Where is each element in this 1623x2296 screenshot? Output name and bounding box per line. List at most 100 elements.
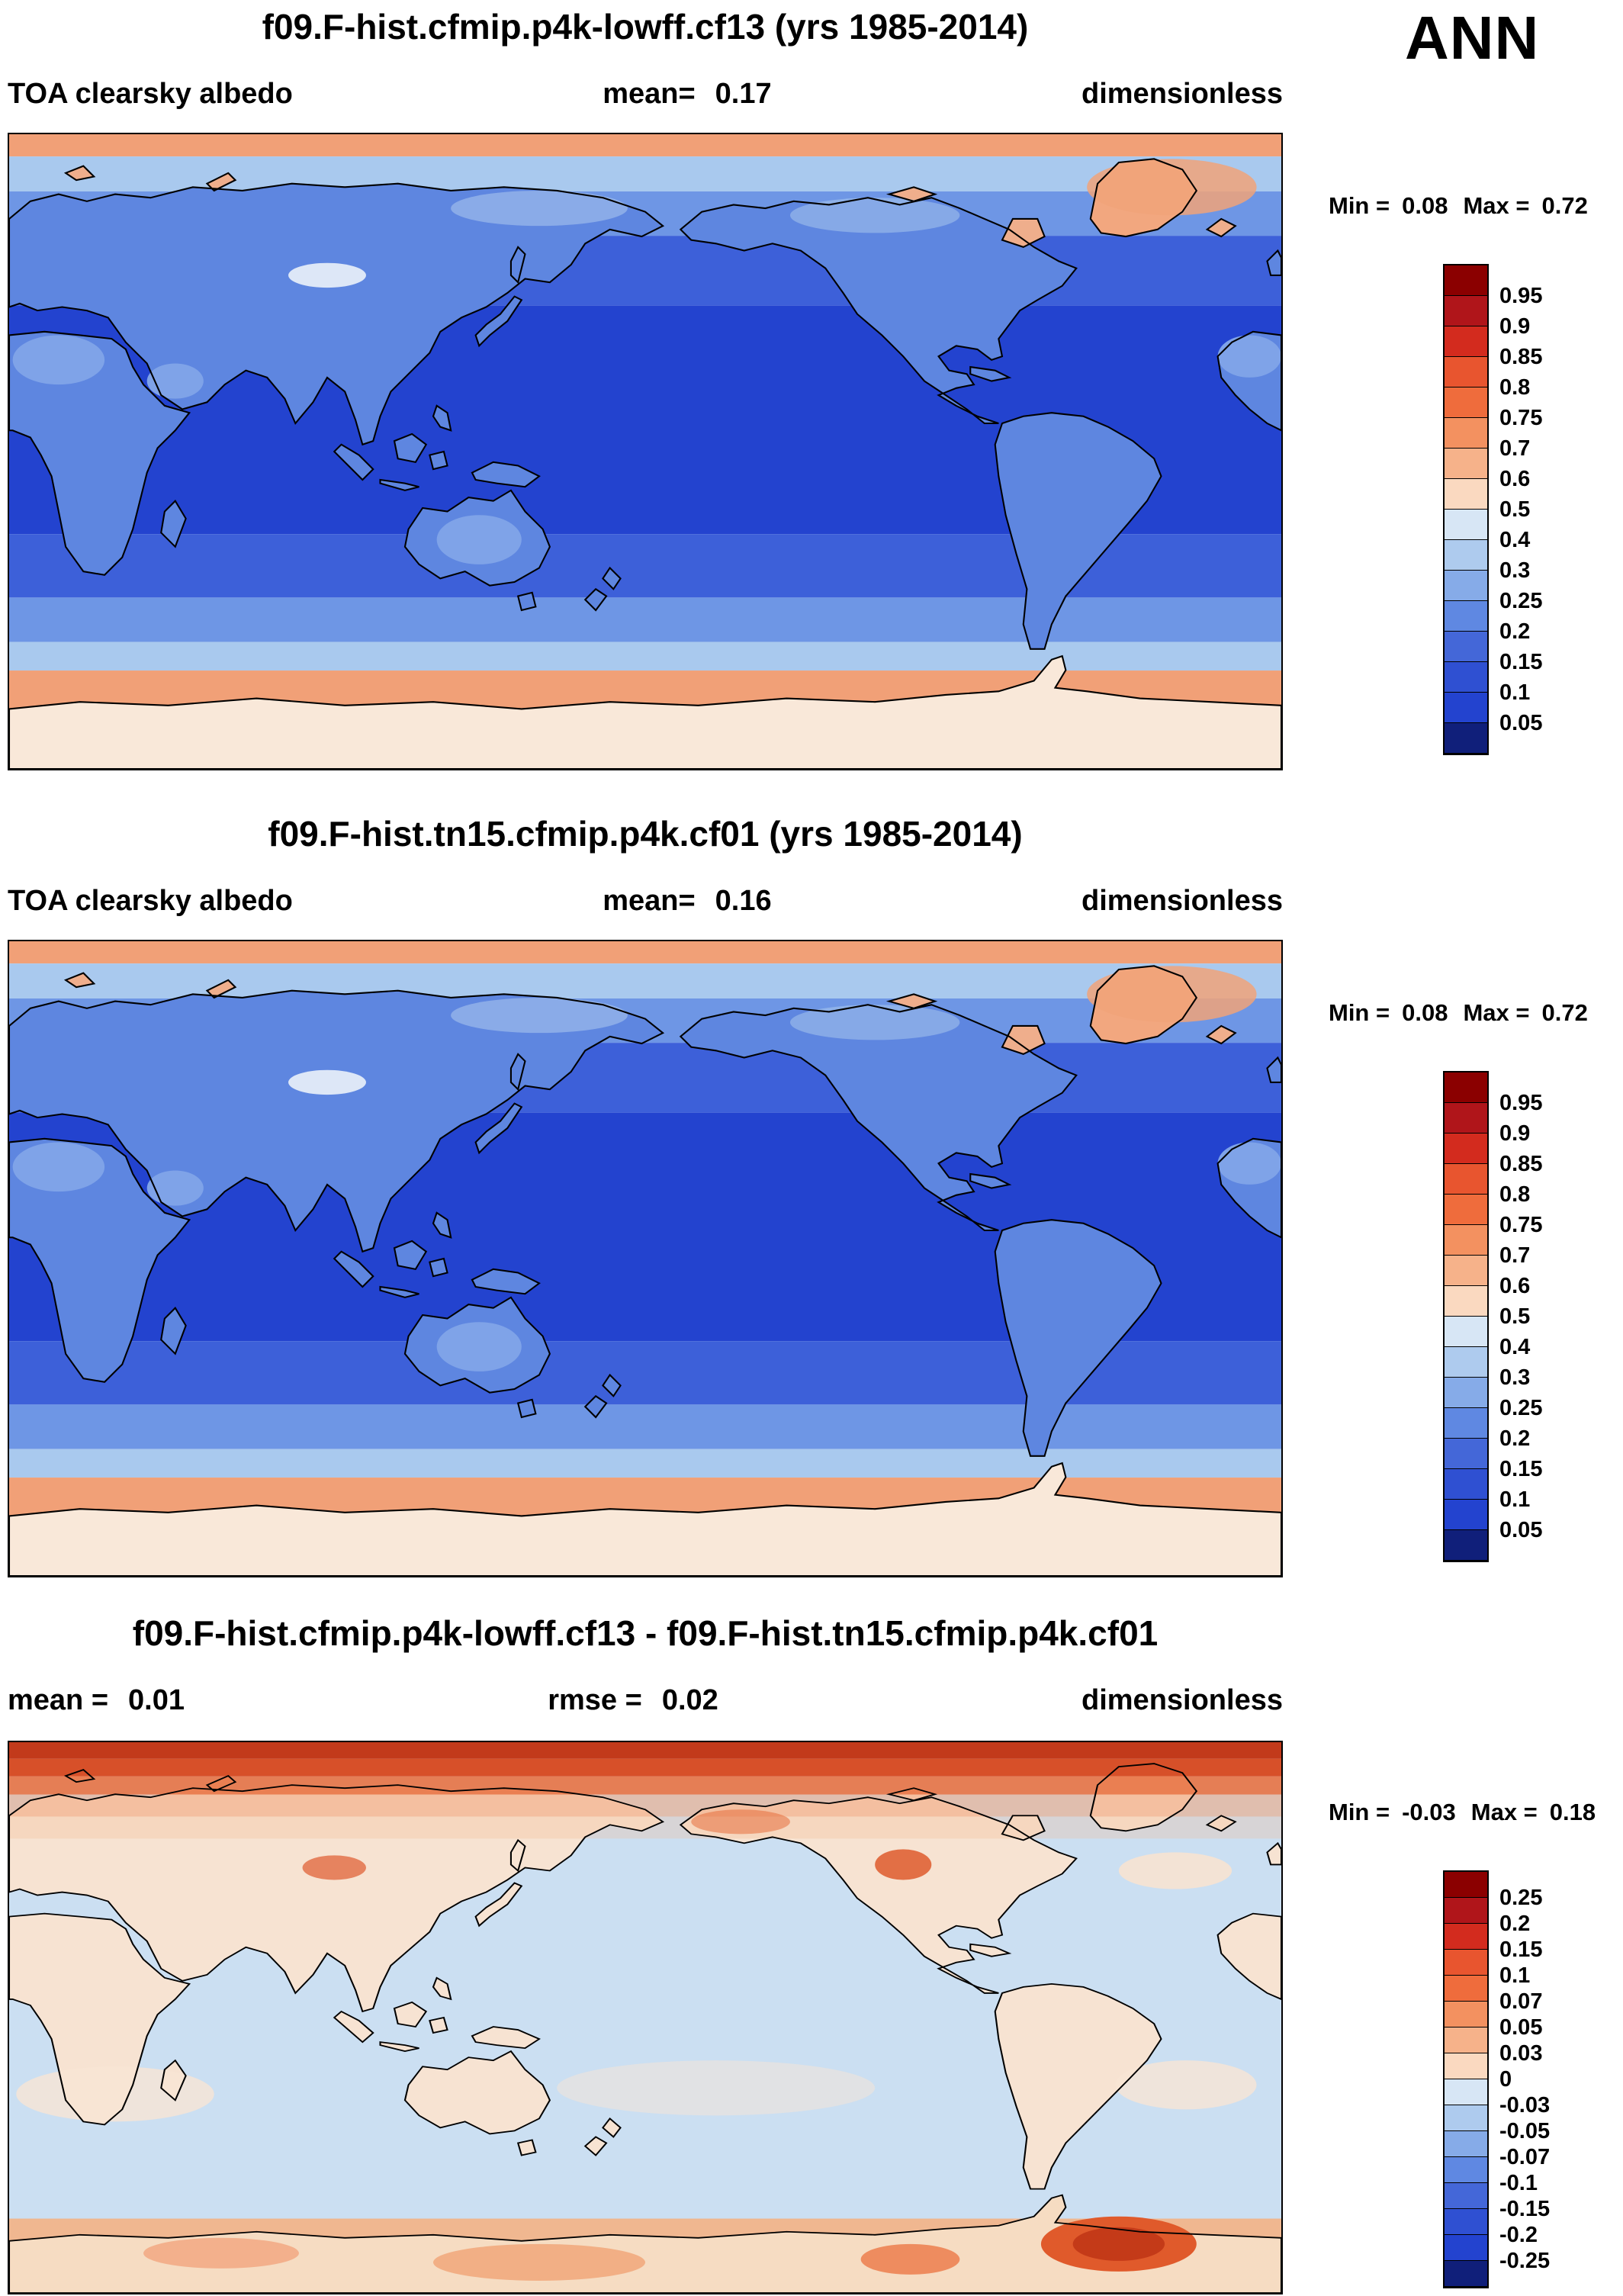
colorbar-tick-label: 0.8 — [1499, 1182, 1531, 1207]
sulawesi-landmass — [429, 1259, 448, 1277]
colorbar-cell — [1445, 571, 1487, 601]
colorbar-tick-label: 0.75 — [1499, 406, 1543, 430]
min-value: -0.03 — [1402, 1799, 1456, 1825]
colorbar-tick-label: 0.3 — [1499, 558, 1531, 583]
colorbar: 0.95 0.9 0.85 0.8 0.75 0.7 0.6 0.5 0.4 0.3 0.25 0.2… — [1443, 264, 1542, 755]
colorbar-cell — [1445, 1164, 1487, 1195]
madagascar-landmass — [161, 500, 186, 547]
baffin-landmass — [1001, 218, 1045, 247]
antarctica-landmass — [9, 2195, 1281, 2293]
colorbar-tick-label: -0.03 — [1499, 2093, 1551, 2118]
colorbar-cell — [1445, 1500, 1487, 1530]
borneo-landmass — [394, 1240, 426, 1269]
japan-landmass — [475, 296, 522, 346]
africa-landmass — [9, 1913, 190, 2125]
colorbar-cell — [1445, 1408, 1487, 1439]
java-landmass — [380, 479, 419, 490]
colorbar-cell — [1445, 2053, 1487, 2079]
colorbar-cell — [1445, 2027, 1487, 2053]
colorbar-cell — [1445, 449, 1487, 479]
colorbar-cell — [1445, 1872, 1487, 1898]
colorbar-tick-label: 0.15 — [1499, 1457, 1543, 1481]
colorbar-tick-label: 0.75 — [1499, 1213, 1543, 1237]
colorbar: 0.25 0.2 0.15 0.1 0.07 0.05 0.03 0 -0.03 -0.05 -0.… — [1443, 1870, 1550, 2288]
sulawesi-landmass — [429, 452, 448, 470]
colorbar-cell — [1445, 1256, 1487, 1286]
panel-case-1: f09.F-hist.cfmip.p4k-lowff.cf13 (yrs 198… — [0, 0, 1623, 807]
britain-landmass — [1267, 1057, 1281, 1082]
min-value: 0.08 — [1402, 999, 1448, 1026]
colorbar-tick-label: 0.7 — [1499, 436, 1531, 461]
colorbar-tick-label: 0.4 — [1499, 528, 1531, 552]
colorbar-tick-label: 0.95 — [1499, 284, 1543, 308]
variable-label: TOA clearsky albedo — [8, 78, 293, 110]
world-map-svg — [9, 1742, 1281, 2293]
colorbar-cell — [1445, 1439, 1487, 1469]
colorbar-cell — [1445, 601, 1487, 632]
colorbar-tick-label: 0.9 — [1499, 1121, 1531, 1146]
north-america-landmass — [680, 198, 1077, 424]
tasmania-landmass — [518, 592, 536, 610]
cuba-landmass — [970, 367, 1010, 381]
colorbar-cell — [1445, 1347, 1487, 1378]
panel-case-2: f09.F-hist.tn15.cfmip.p4k.cf01 (yrs 1985… — [0, 807, 1623, 1606]
colorbar-cell — [1445, 296, 1487, 326]
colorbar-tick-label: 0.5 — [1499, 1304, 1531, 1329]
south-america-landmass — [995, 1220, 1162, 1456]
units-label: dimensionless — [1081, 885, 1283, 917]
colorbar-cell — [1445, 1195, 1487, 1225]
minmax-row: Min = 0.08 Max = 0.72 — [1329, 192, 1588, 220]
min-value: 0.08 — [1402, 192, 1448, 219]
north-america-landmass — [680, 1005, 1077, 1231]
colorbar-tick-label: 0.2 — [1499, 1912, 1531, 1936]
africa-west-edge-landmass — [1217, 1913, 1281, 1999]
novaya-landmass — [207, 172, 236, 191]
philippines-landmass — [433, 405, 452, 431]
panel-title: f09.F-hist.cfmip.p4k-lowff.cf13 (yrs 198… — [262, 7, 1029, 47]
britain-landmass — [1267, 1843, 1281, 1865]
colorbar-cell — [1445, 540, 1487, 571]
colorbar-cell — [1445, 662, 1487, 693]
japan-landmass — [475, 1103, 522, 1153]
colorbar-tick-label: 0.05 — [1499, 1518, 1543, 1542]
colorbar-tick-label: -0.2 — [1499, 2223, 1538, 2247]
colorbar-cell — [1445, 2079, 1487, 2105]
colorbar-tick-label: 0.07 — [1499, 1989, 1543, 2014]
units-label: dimensionless — [1081, 78, 1283, 110]
colorbar-cell — [1445, 2183, 1487, 2209]
map-figure — [8, 940, 1283, 1577]
colorbar-cell — [1445, 2002, 1487, 2027]
colorbar-tick-label: 0.1 — [1499, 680, 1531, 705]
britain-landmass — [1267, 250, 1281, 275]
colorbar-cell — [1445, 357, 1487, 387]
colorbar-tick-label: 0.85 — [1499, 345, 1543, 369]
colorbar-cell — [1445, 1976, 1487, 2002]
mean-value: 0.17 — [715, 78, 772, 110]
colorbar-cell — [1445, 1103, 1487, 1134]
tasmania-landmass — [518, 1399, 536, 1417]
rmse-value: 0.02 — [661, 1684, 718, 1716]
java-landmass — [380, 1286, 419, 1298]
colorbar-tick-label: 0.95 — [1499, 1091, 1543, 1115]
colorbar-cell — [1445, 2157, 1487, 2183]
colorbar-tick-label: 0.25 — [1499, 1886, 1543, 1910]
min-label: Min = — [1329, 192, 1390, 219]
sulawesi-landmass — [429, 2018, 448, 2034]
mean-stat: mean = 0.01 — [8, 1684, 185, 1717]
colorbar-cell — [1445, 479, 1487, 510]
colorbar-cell — [1445, 2261, 1487, 2287]
north-america-landmass — [680, 1797, 1077, 1993]
colorbar-cell — [1445, 2209, 1487, 2235]
colorbar-tick-label: 0.9 — [1499, 314, 1531, 339]
stats-row: TOA clearsky albedo mean= 0.16 dimensionl… — [8, 885, 1283, 918]
java-landmass — [380, 2042, 419, 2052]
colorbar-cell — [1445, 326, 1487, 357]
max-label: Max = — [1470, 1799, 1538, 1825]
colorbar-cell — [1445, 1225, 1487, 1256]
sumatra-landmass — [334, 444, 374, 480]
colorbar-cell — [1445, 1317, 1487, 1347]
colorbar-tick-label: 0.1 — [1499, 1487, 1531, 1512]
world-map-svg — [9, 941, 1281, 1576]
colorbar-tick-label: -0.25 — [1499, 2249, 1551, 2273]
colorbar-cell — [1445, 1950, 1487, 1976]
